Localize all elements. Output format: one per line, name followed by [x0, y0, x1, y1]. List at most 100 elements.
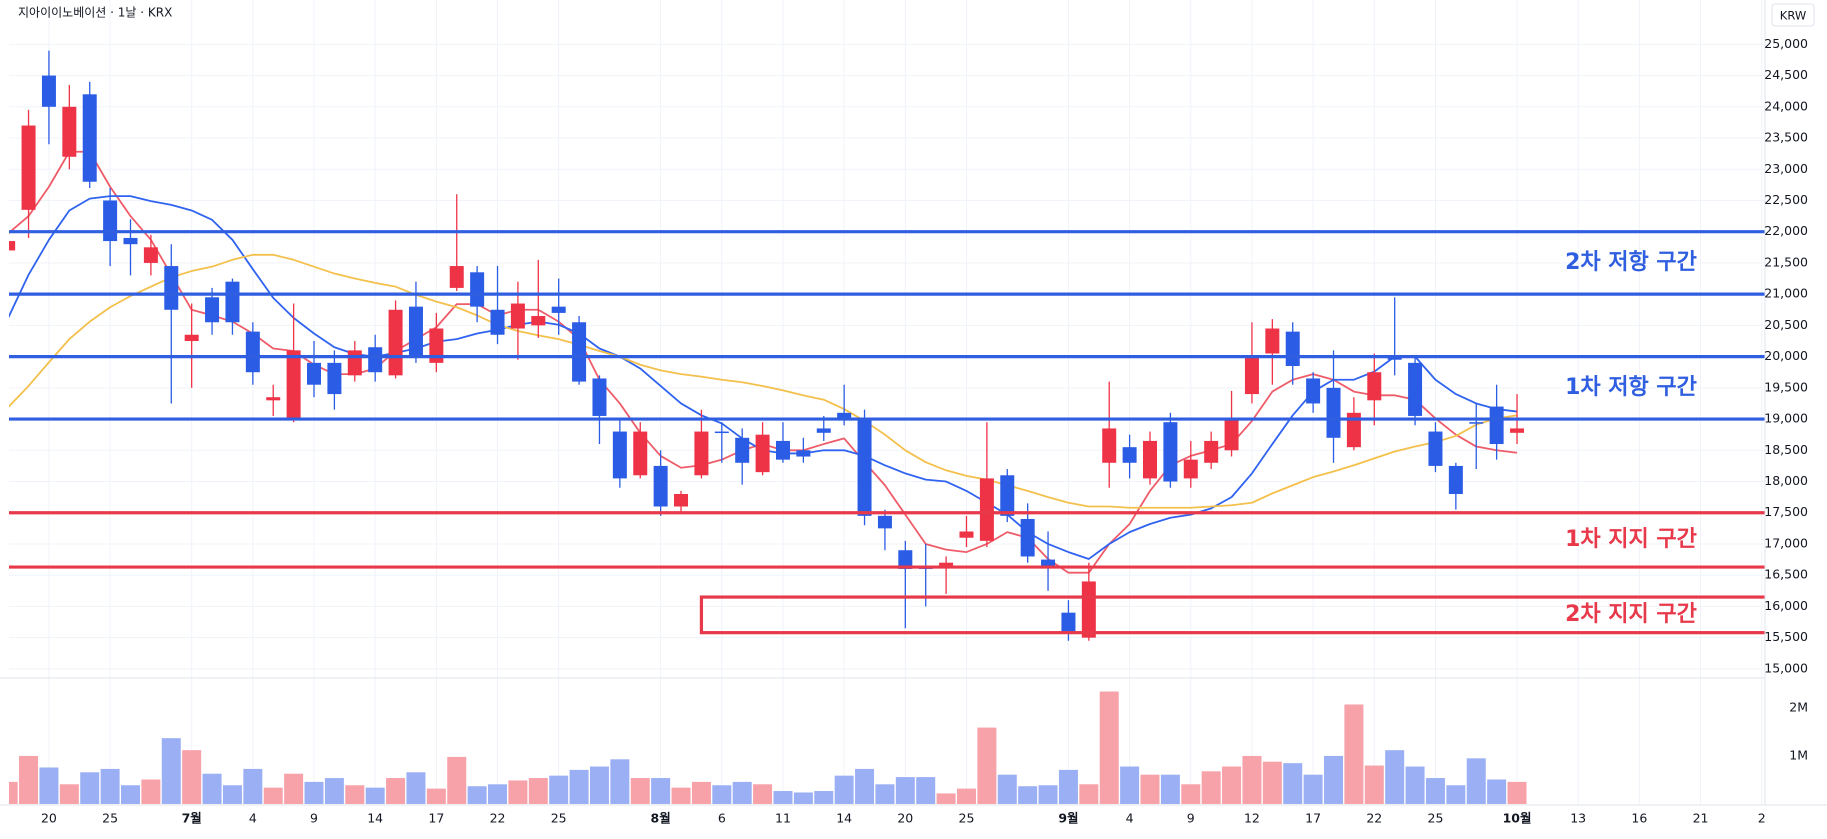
volume-bar [1507, 781, 1527, 804]
volume-bar [569, 769, 589, 804]
currency-box [1771, 3, 1815, 27]
volume-bar [100, 768, 120, 804]
volume-bar [1120, 766, 1140, 804]
volume-bar [1425, 778, 1445, 804]
volume-bar [793, 792, 813, 804]
x-tick-label: 25 [551, 811, 567, 826]
y-tick-label: 15,500 [1764, 629, 1808, 644]
x-tick-label: 13 [1570, 811, 1586, 826]
volume-bar [263, 787, 283, 804]
volume-bar [814, 791, 834, 804]
volume-bar [1222, 766, 1242, 804]
y-tick-label: 16,000 [1764, 598, 1808, 613]
volume-bar [610, 759, 630, 804]
candle-body [1489, 406, 1504, 445]
y-tick-label: 24,000 [1764, 98, 1808, 113]
zone-label: 2차 지지 구간 [1565, 602, 1697, 627]
volume-bar [426, 788, 446, 804]
volume-bar [386, 778, 406, 804]
x-tick-label: 7월 [182, 811, 202, 826]
volume-bar [447, 756, 467, 804]
candle-body [1102, 428, 1117, 463]
y-tick-label: 17,500 [1764, 504, 1808, 519]
volume-bar [1385, 750, 1405, 804]
x-tick-label: 12 [1244, 811, 1260, 826]
candle-body [1020, 518, 1035, 557]
candle-body [429, 328, 444, 363]
x-tick-label: 20 [897, 811, 913, 826]
candle-body [1244, 356, 1259, 395]
volume-bar [304, 781, 324, 804]
volume-bar [80, 772, 100, 804]
volume-bar [39, 767, 59, 804]
candle-body [551, 306, 566, 313]
candle-body [1408, 362, 1423, 416]
candle-body [21, 125, 36, 210]
candle-body [62, 106, 77, 157]
candle-body [1081, 581, 1096, 638]
volume-bar [182, 750, 202, 804]
x-tick-label: 21 [1693, 811, 1709, 826]
chart-title: 지아이이노베이션 · 1날 · KRX [18, 6, 172, 20]
candle-body [653, 465, 668, 507]
candle-body [877, 515, 892, 529]
candle-body [1346, 412, 1361, 448]
candle-body [1285, 331, 1300, 366]
volume-bar [855, 768, 875, 804]
y-tick-label: 21,000 [1764, 286, 1808, 301]
volume-bar [1364, 765, 1384, 804]
candle-body [572, 322, 587, 382]
volume-bar [916, 777, 936, 804]
volume-bar [1038, 785, 1058, 804]
volume-bar [345, 785, 365, 804]
candle-body [368, 347, 383, 373]
candle-body [939, 562, 954, 566]
candle-body [1265, 328, 1280, 354]
volume-bar [936, 793, 956, 804]
candle-body [837, 412, 852, 420]
x-tick-label: 20 [41, 811, 57, 826]
volume-bar [406, 772, 426, 804]
candle-body [531, 316, 546, 326]
candle-body [82, 94, 97, 182]
candle-body [714, 431, 729, 434]
volume-bar [222, 785, 242, 804]
candle-body [1061, 612, 1076, 632]
volume-bar [712, 785, 732, 804]
volume-bar [1242, 755, 1262, 804]
volume-bar [1487, 779, 1507, 804]
volume-bar [1324, 755, 1344, 804]
candle-body [959, 531, 974, 538]
volume-bar [141, 779, 161, 804]
y-tick-label: 23,500 [1764, 130, 1808, 145]
volume-bar [284, 773, 304, 804]
candle-body [674, 494, 689, 507]
x-tick-label: 2 [1758, 811, 1766, 826]
volume-bar [630, 778, 650, 804]
candle-body [184, 334, 199, 341]
y-tick-label: 18,500 [1764, 442, 1808, 457]
candle-body [1000, 475, 1015, 516]
volume-tick-label: 1M [1789, 747, 1808, 762]
volume-bar [1140, 774, 1160, 804]
candle-body [1204, 440, 1219, 463]
candle-body [286, 350, 301, 420]
candle-body [775, 440, 790, 460]
x-tick-label: 25 [1428, 811, 1444, 826]
candle-body [633, 431, 648, 476]
x-tick-label: 14 [836, 811, 852, 826]
candle-body [408, 306, 423, 357]
candle-body [9, 241, 16, 251]
volume-bar [19, 755, 39, 804]
y-tick-label: 19,500 [1764, 379, 1808, 394]
volume-bar [467, 786, 487, 804]
candle-body [1183, 459, 1198, 479]
x-tick-label: 8월 [651, 811, 671, 826]
y-tick-label: 24,500 [1764, 67, 1808, 82]
y-tick-label: 17,000 [1764, 535, 1808, 550]
volume-bar [1079, 784, 1099, 804]
volume-bar [365, 787, 385, 804]
volume-bar [121, 785, 140, 804]
